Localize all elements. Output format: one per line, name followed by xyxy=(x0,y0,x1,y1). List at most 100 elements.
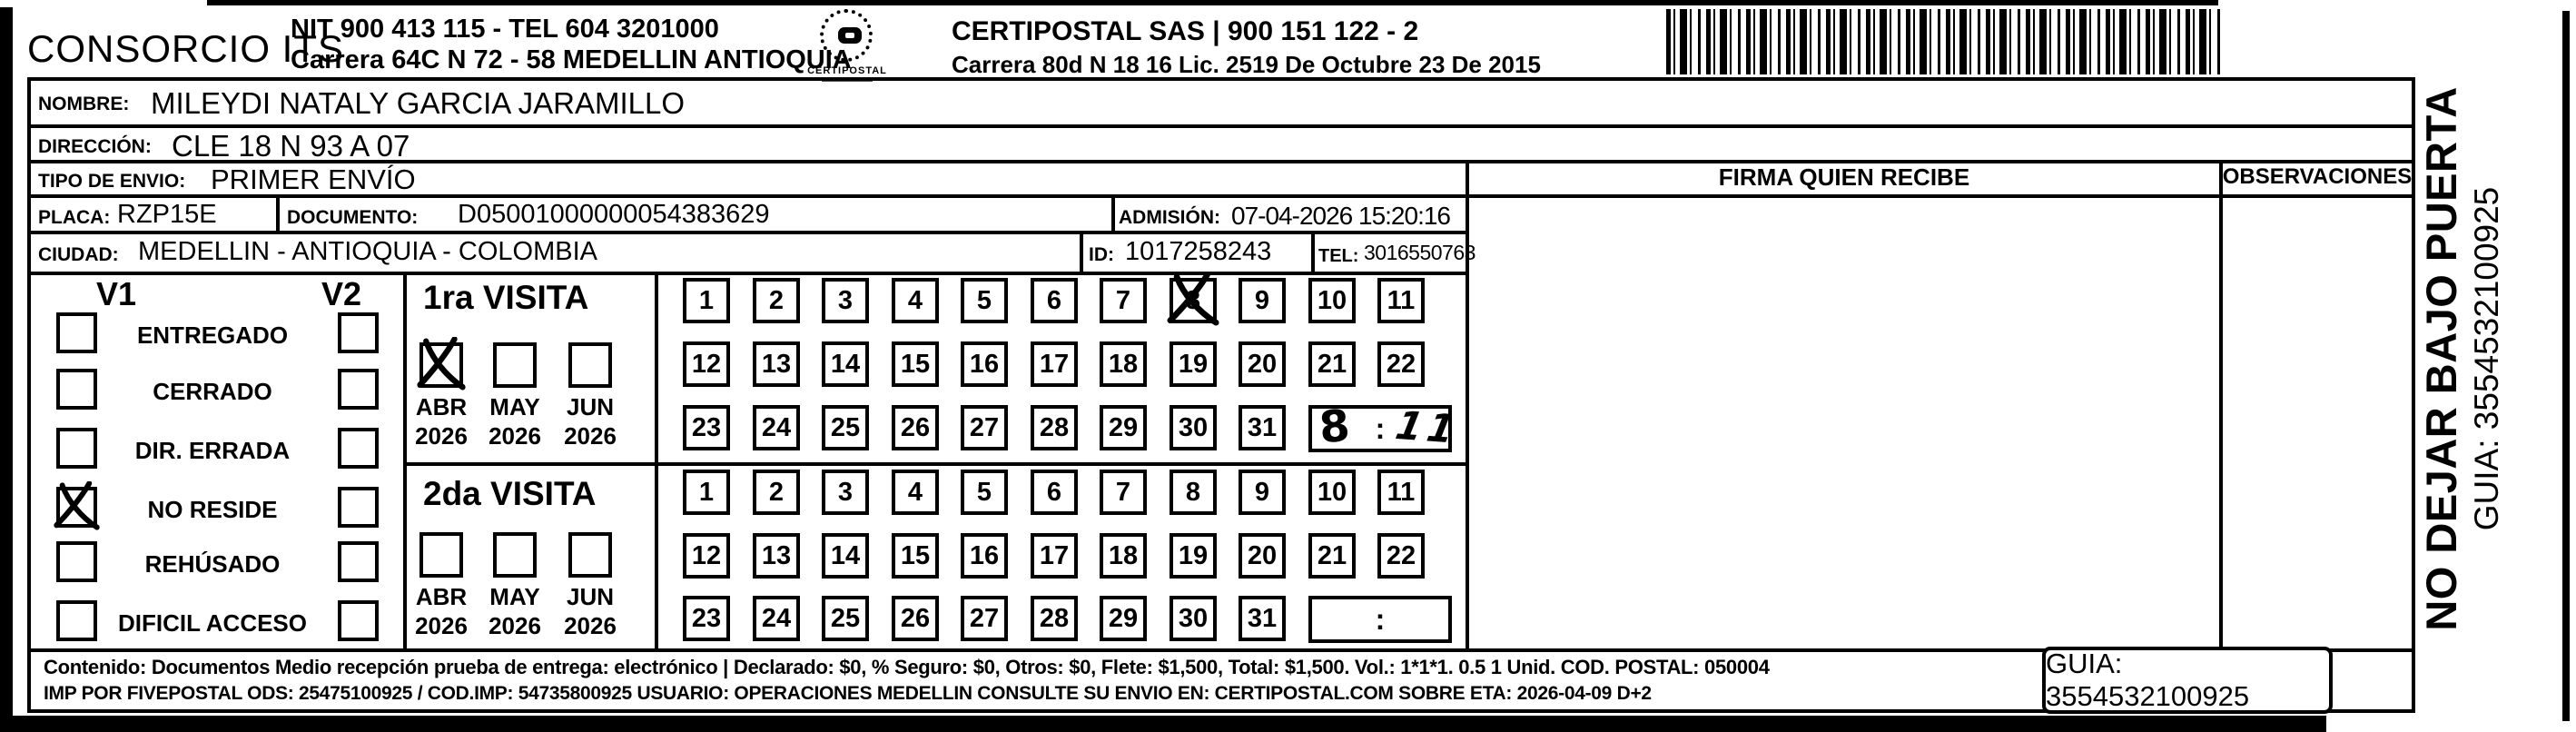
visit1-day-30: 30 xyxy=(1170,405,1217,450)
visit2-day-31: 31 xyxy=(1239,596,1286,641)
side-label-strip: NO DEJAR BAJO PUERTA GUIA: 3554532100925 xyxy=(2397,32,2524,686)
tipo-envio-label: TIPO DE ENVIO: xyxy=(38,171,186,192)
visit1-day-22: 22 xyxy=(1377,341,1425,387)
visit1-day-number-31: 31 xyxy=(1247,412,1278,442)
visit1-day-4: 4 xyxy=(892,278,939,323)
visit2-month-checkbox-jun xyxy=(568,532,612,578)
visit2-day-number-19: 19 xyxy=(1178,540,1209,570)
guia-number-box: GUIA: 3554532100925 xyxy=(2042,647,2333,714)
visit1-day-18: 18 xyxy=(1100,341,1147,387)
company-nit-tel: NIT 900 413 115 - TEL 604 3201000 xyxy=(291,15,719,44)
visit1-day-29: 29 xyxy=(1100,405,1147,450)
scan-top-line xyxy=(207,0,2218,5)
visit1-day-7: 7 xyxy=(1100,278,1147,323)
visit1-day-number-15: 15 xyxy=(900,349,931,379)
id-value: 1017258243 xyxy=(1125,237,1272,266)
visit2-day-number-21: 21 xyxy=(1317,540,1347,570)
visit2-day-16: 16 xyxy=(961,533,1008,579)
status-label-reh-sado: REHÚSADO xyxy=(144,550,281,578)
visit1-day-number-21: 21 xyxy=(1317,349,1347,379)
visit1-day-20: 20 xyxy=(1239,341,1286,387)
visit1-month-checkbox-may xyxy=(493,342,537,388)
footer-content-line: Contenido: Documentos Medio recepción pr… xyxy=(44,656,1770,678)
visit2-day-9: 9 xyxy=(1239,470,1286,515)
visit2-day-number-1: 1 xyxy=(698,477,715,507)
visit2-day-number-31: 31 xyxy=(1247,603,1278,633)
v1-checkbox-no-reside xyxy=(54,481,100,530)
visit1-day-number-24: 24 xyxy=(761,412,792,442)
visit2-day-15: 15 xyxy=(892,533,939,579)
visit1-day-number-18: 18 xyxy=(1108,349,1139,379)
visit1-time-hour-handwritten: 8 xyxy=(1317,400,1352,454)
v1-checkbox-cerrado xyxy=(56,369,97,410)
visit2-year-label-1: 2026 xyxy=(489,612,541,639)
visit2-day-grid: 1 2 3 4 5 6 7 8 9 10 11 12 13 14 15 16 17 18 19 20 21 22 23 24 2… xyxy=(655,462,1466,648)
visit2-day-number-12: 12 xyxy=(691,540,722,570)
visit2-day-13: 13 xyxy=(753,533,800,579)
visit1-day-17: 17 xyxy=(1031,341,1078,387)
v2-checkbox-entregado xyxy=(338,312,379,353)
visit1-day-25: 25 xyxy=(822,405,869,450)
documento-value: D05001000000054383629 xyxy=(458,200,770,229)
visit1-day-9: 9 xyxy=(1239,278,1286,323)
scan-bottom-bar xyxy=(0,716,2326,732)
placa-label: PLACA: xyxy=(38,207,111,228)
visit2-day-number-26: 26 xyxy=(900,603,931,633)
status-label-no-reside: NO RESIDE xyxy=(147,496,278,523)
visit2-day-25: 25 xyxy=(822,596,869,641)
visit1-day-number-1: 1 xyxy=(698,285,715,315)
v1-checkbox-dificil-acceso xyxy=(56,600,97,641)
visit2-day-30: 30 xyxy=(1170,596,1217,641)
visit2-day-number-11: 11 xyxy=(1387,477,1416,507)
visit2-month-panel: 2da VISITA ABR 2026 MAY 2026 JUN 2026 xyxy=(403,462,655,648)
visit2-day-1: 1 xyxy=(683,470,730,515)
visit2-year-label-2: 2026 xyxy=(564,612,617,639)
visit1-day-11: 11 xyxy=(1377,278,1425,323)
visit1-day-number-14: 14 xyxy=(830,349,861,379)
visit1-day-grid: 1 2 3 4 5 6 7 8 9 10 11 12 13 14 15 16 17 18 19 20 21 22 23 24 2… xyxy=(655,272,1467,462)
firma-signature-area xyxy=(1469,198,2219,648)
visit1-day-10: 10 xyxy=(1308,278,1356,323)
logo-glyph-icon xyxy=(838,27,862,44)
visit1-month-label-abr: ABR xyxy=(415,393,468,420)
company-name: CONSORCIO ITS xyxy=(27,27,345,70)
tel-label: TEL: xyxy=(1318,246,1359,266)
visit2-month-label-jun: JUN xyxy=(566,583,614,610)
visit2-day-number-16: 16 xyxy=(969,540,1000,570)
visit1-day-number-3: 3 xyxy=(837,285,854,315)
visit1-day-28: 28 xyxy=(1031,405,1078,450)
visit1-day-2: 2 xyxy=(753,278,800,323)
v1-checkbox-entregado xyxy=(56,312,97,353)
visit2-day-2: 2 xyxy=(753,470,800,515)
visit2-day-6: 6 xyxy=(1031,470,1078,515)
tel-value: 3016550763 xyxy=(1364,241,1476,264)
visit1-day-16: 16 xyxy=(961,341,1008,387)
visit1-day-number-2: 2 xyxy=(768,285,785,315)
visit2-day-12: 12 xyxy=(683,533,730,579)
visit2-day-number-30: 30 xyxy=(1178,603,1209,633)
visit2-day-number-18: 18 xyxy=(1108,540,1139,570)
visit1-day-26: 26 xyxy=(892,405,939,450)
visit1-day-23: 23 xyxy=(683,405,730,450)
visit1-day-number-12: 12 xyxy=(691,349,722,379)
visit2-day-27: 27 xyxy=(961,596,1008,641)
visit1-day-number-26: 26 xyxy=(900,412,931,442)
visit1-day-number-25: 25 xyxy=(830,412,861,442)
handwritten-x-mark xyxy=(54,481,100,530)
visit1-day-number-8: 8 xyxy=(1185,285,1201,315)
visit1-day-number-22: 22 xyxy=(1386,349,1416,379)
visit1-day-number-23: 23 xyxy=(691,412,722,442)
certipostal-address-lic: Carrera 80d N 18 16 Lic. 2519 De Octubre… xyxy=(952,51,1541,78)
v2-checkbox-reh-sado xyxy=(338,541,379,582)
visit1-day-24: 24 xyxy=(753,405,800,450)
visit1-month-checkbox-abr xyxy=(417,337,466,391)
ciudad-label: CIUDAD: xyxy=(38,244,119,265)
visit2-month-checkbox-abr xyxy=(419,532,463,578)
visit2-day-number-6: 6 xyxy=(1046,477,1062,507)
visit2-day-26: 26 xyxy=(892,596,939,641)
visit2-day-number-20: 20 xyxy=(1247,540,1278,570)
visit2-time-separator: : xyxy=(1375,602,1386,636)
no-dejar-bajo-puerta-label: NO DEJAR BAJO PUERTA xyxy=(2416,86,2465,631)
visit1-month-checkbox-jun xyxy=(568,342,612,388)
form-table: NOMBRE: MILEYDI NATALY GARCIA JARAMILLO … xyxy=(27,77,2415,714)
